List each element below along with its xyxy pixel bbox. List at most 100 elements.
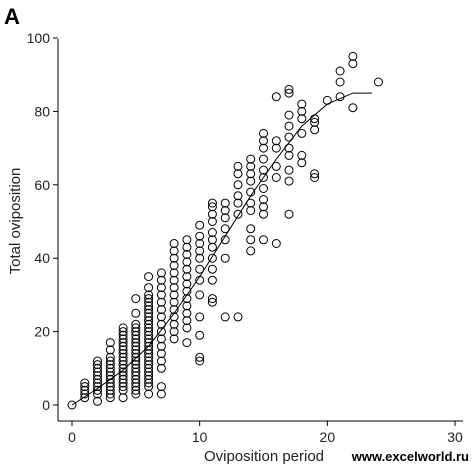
data-point [131, 367, 141, 377]
data-point [310, 173, 320, 182]
data-point [144, 319, 154, 329]
data-point [310, 169, 320, 179]
data-point [182, 316, 192, 326]
data-point [259, 235, 268, 245]
data-point [195, 220, 205, 230]
data-point [131, 327, 141, 337]
data-point [80, 378, 90, 388]
data-point [207, 217, 217, 226]
data-point [246, 154, 256, 164]
data-point [156, 349, 166, 359]
data-point [233, 191, 243, 201]
data-point [118, 327, 128, 337]
data-point [297, 106, 307, 116]
axes [57, 39, 463, 422]
data-point [297, 150, 307, 160]
data-point [118, 334, 128, 344]
data-point [195, 356, 205, 366]
data-point [259, 184, 268, 193]
data-point [144, 356, 154, 366]
x-axis-title: Oviposition period [204, 448, 324, 465]
data-point [131, 334, 141, 344]
data-point [310, 117, 320, 127]
data-point [207, 242, 217, 252]
data-point [195, 312, 205, 322]
data-point [131, 341, 141, 351]
data-point [220, 213, 230, 223]
data-point [271, 173, 281, 182]
data-point [207, 209, 217, 219]
data-point [169, 327, 179, 337]
data-point [195, 239, 205, 248]
data-point [259, 143, 268, 153]
data-point [144, 382, 154, 392]
data-point [144, 297, 154, 307]
data-point [93, 367, 102, 377]
data-point [105, 389, 115, 399]
data-point [118, 345, 128, 355]
data-point [284, 150, 294, 160]
data-point [169, 297, 179, 307]
data-point [259, 209, 268, 219]
data-point [93, 389, 102, 399]
data-point [80, 393, 90, 403]
data-point [118, 385, 128, 395]
data-point [207, 294, 217, 304]
data-point [220, 312, 230, 322]
data-point [144, 360, 154, 370]
data-point [93, 396, 102, 406]
data-point [93, 374, 102, 384]
data-point [182, 264, 192, 274]
data-point [118, 367, 128, 377]
data-point [271, 239, 281, 248]
data-point [105, 345, 115, 355]
data-point [246, 235, 256, 245]
data-point [105, 338, 115, 348]
data-point [182, 279, 192, 289]
data-point [195, 330, 205, 340]
data-point [259, 128, 268, 138]
data-point [195, 253, 205, 263]
data-point [220, 198, 230, 208]
data-point [131, 308, 141, 318]
data-point [348, 59, 358, 69]
data-point [156, 356, 166, 366]
data-point [144, 374, 154, 384]
data-point [156, 389, 166, 399]
data-point [131, 352, 141, 362]
y-tick-label: 60 [34, 177, 50, 193]
data-point [182, 257, 192, 267]
data-point [144, 389, 154, 399]
data-point [182, 250, 192, 259]
data-point [144, 272, 154, 282]
data-point [93, 360, 102, 370]
data-point [195, 352, 205, 362]
data-point [131, 345, 141, 355]
data-point [156, 363, 166, 373]
data-point [271, 136, 281, 146]
data-point [169, 261, 179, 270]
data-point [118, 338, 128, 348]
data-point [131, 382, 141, 392]
data-point [246, 198, 256, 208]
data-point [105, 393, 115, 403]
data-point [271, 161, 281, 171]
data-point [118, 363, 128, 373]
data-point [169, 253, 179, 263]
data-point [246, 246, 256, 256]
data-point [144, 312, 154, 322]
data-point [131, 360, 141, 370]
data-point [131, 389, 141, 399]
y-tick-label: 20 [34, 324, 50, 340]
data-point [131, 385, 141, 395]
data-point [118, 382, 128, 392]
data-point [182, 242, 192, 252]
data-point [105, 352, 115, 362]
data-point [233, 198, 243, 208]
data-point [207, 228, 217, 237]
data-point [335, 66, 345, 76]
data-point [118, 330, 128, 340]
data-point [156, 297, 166, 307]
y-tick-label: 0 [42, 397, 50, 413]
